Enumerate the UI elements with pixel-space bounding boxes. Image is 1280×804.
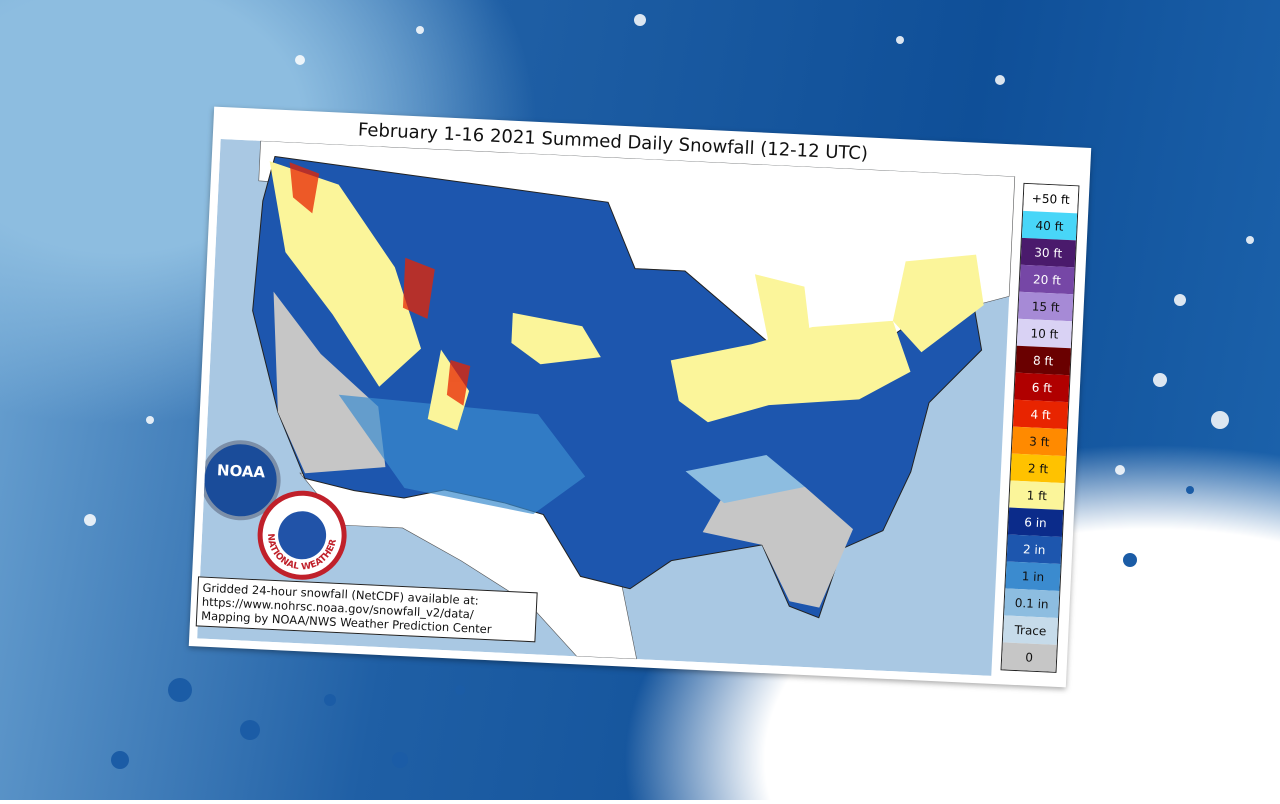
legend-item: 0.1 in [1004,588,1060,618]
legend-top-label: +50 ft [1023,183,1079,214]
nws-logo-center [278,511,327,560]
legend-item: 6 ft [1014,372,1070,403]
legend-item: 20 ft [1019,264,1075,295]
legend-item: 15 ft [1018,291,1074,322]
legend-item: 10 ft [1016,318,1073,349]
legend-item: 0 [1001,642,1057,672]
extreme-snow-areas [289,162,471,406]
light-snow-south [685,455,805,504]
legend-item: 2 in [1006,534,1062,564]
moderate-snow-plains [338,394,586,515]
snowfall-map: NOAA NATIONAL WEATHER SERVICE [197,138,1016,676]
map-card: February 1-16 2021 Summed Daily Snowfall… [188,106,1092,688]
noaa-logo-text: NOAA [217,461,266,481]
legend-item: Trace [1002,615,1059,645]
no-snow-west [273,291,386,474]
legend-item: 6 in [1007,507,1064,538]
legend-item: 1 in [1005,561,1061,591]
legend-item: 4 ft [1013,399,1069,430]
legend-item: 8 ft [1015,345,1071,376]
legend-item: 1 ft [1009,480,1065,511]
legend-item: 2 ft [1010,453,1066,484]
legend-item: 30 ft [1020,237,1076,268]
legend-item: 3 ft [1011,426,1067,457]
no-snow-southeast [702,486,854,608]
legend-item: 40 ft [1021,210,1078,241]
